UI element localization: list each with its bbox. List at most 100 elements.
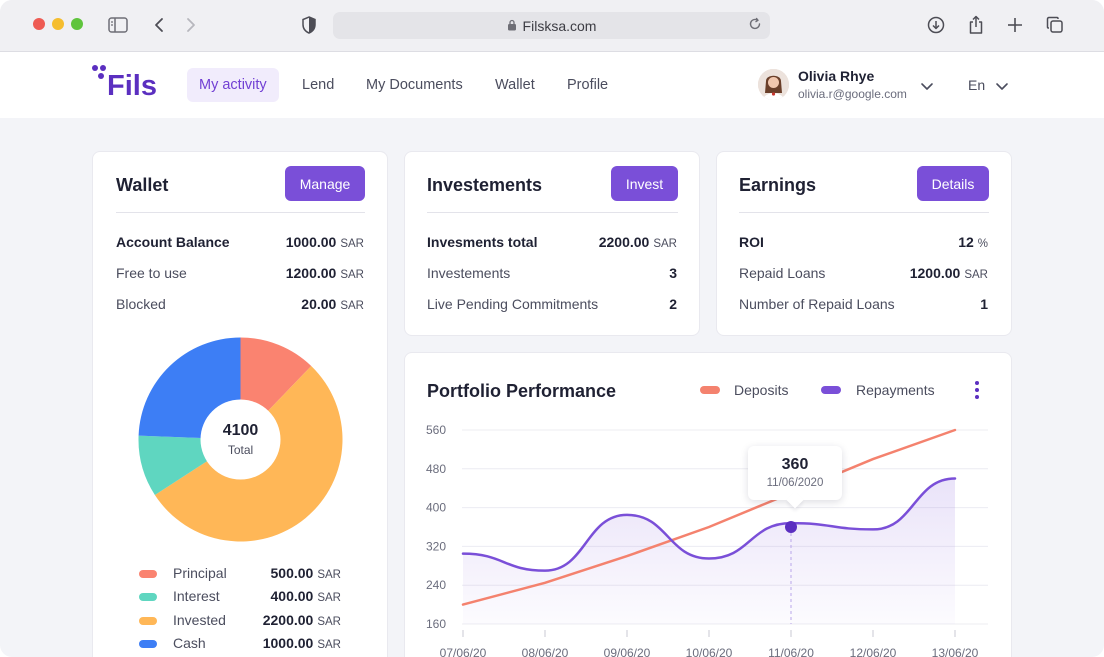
donut-total-value: 4100: [223, 422, 259, 439]
legend-swatch-cash: [139, 639, 157, 648]
x-tick-label: 12/06/20: [850, 646, 897, 657]
divider: [739, 212, 989, 213]
shield-icon[interactable]: [298, 14, 320, 36]
url-text: Filsksa.com: [522, 17, 597, 34]
investments-card: Investements Invest Invesments total 220…: [404, 151, 700, 336]
pending-commitments-value: 2: [669, 296, 677, 312]
legend-label-interest: Interest: [173, 588, 220, 605]
y-tick-label: 240: [426, 578, 446, 592]
invest-button[interactable]: Invest: [611, 166, 678, 201]
divider: [116, 212, 365, 213]
avatar[interactable]: [758, 69, 789, 100]
forward-icon[interactable]: [180, 14, 202, 36]
tabs-overview-icon[interactable]: [1044, 14, 1066, 36]
blocked-label: Blocked: [116, 296, 166, 312]
repayments-area: [463, 478, 955, 624]
legend-value-invested: 2200.00 SAR: [262, 611, 341, 628]
browser-toolbar: Filsksa.com: [0, 0, 1104, 52]
x-tick-label: 13/06/20: [932, 646, 979, 657]
donut-total-label: Total: [228, 443, 253, 457]
blocked-value: 20.00 SAR: [301, 296, 364, 312]
wallet-card: Wallet Manage Account Balance 1000.00 SAR…: [92, 151, 388, 657]
repaid-loans-count-label: Number of Repaid Loans: [739, 296, 895, 312]
repaid-loans-label: Repaid Loans: [739, 265, 826, 281]
share-icon[interactable]: [965, 14, 987, 36]
roi-value: 12%: [958, 234, 988, 250]
back-icon[interactable]: [148, 14, 170, 36]
manage-button[interactable]: Manage: [285, 166, 365, 201]
repaid-loans-count-value: 1: [980, 296, 988, 312]
tooltip-date: 11/06/2020: [766, 477, 824, 489]
deposits-line: [461, 428, 957, 606]
close-window-button[interactable]: [33, 18, 45, 30]
nav-my-documents[interactable]: My Documents: [366, 77, 463, 93]
y-tick-label: 480: [426, 462, 446, 476]
repayments-legend-label: Repayments: [856, 382, 935, 398]
download-icon[interactable]: [925, 14, 947, 36]
investments-title: Investements: [427, 175, 543, 195]
investments-total-label: Invesments total: [427, 234, 538, 250]
minimize-window-button[interactable]: [52, 18, 64, 30]
chevron-down-icon[interactable]: [995, 78, 1009, 96]
performance-title: Portfolio Performance: [427, 381, 617, 401]
investments-count-label: Investements: [427, 265, 511, 281]
sidebar-icon[interactable]: [107, 14, 129, 36]
new-tab-icon[interactable]: [1004, 14, 1026, 36]
user-name: Olivia Rhye: [798, 68, 875, 84]
earnings-card: Earnings Details ROI 12% Repaid Loans 12…: [716, 151, 1012, 336]
free-to-use-value: 1200.00 SAR: [285, 265, 364, 281]
investments-count-value: 3: [669, 265, 677, 281]
logo-text: Fils: [107, 70, 157, 100]
reload-icon[interactable]: [748, 17, 762, 34]
tooltip-value: 360: [781, 456, 809, 473]
language-selector[interactable]: En: [968, 77, 986, 93]
wallet-title: Wallet: [116, 175, 169, 195]
deposits-legend-label: Deposits: [734, 382, 789, 398]
repaid-loans-value: 1200.00 SAR: [909, 265, 988, 281]
x-tick-label: 07/06/20: [440, 646, 487, 657]
divider: [427, 212, 678, 213]
user-email: olivia.r@google.com: [798, 87, 907, 101]
chart-tooltip: 360 11/06/2020: [748, 446, 842, 500]
pending-commitments-label: Live Pending Commitments: [427, 296, 599, 312]
free-to-use-label: Free to use: [116, 265, 187, 281]
address-bar[interactable]: Filsksa.com: [333, 12, 770, 39]
zoom-window-button[interactable]: [71, 18, 83, 30]
legend-swatch-principal: [139, 570, 157, 578]
lock-icon: [507, 18, 517, 34]
details-button[interactable]: Details: [917, 166, 989, 201]
legend-swatch-interest: [139, 593, 157, 602]
wallet-donut-chart: 4100 Total: [138, 337, 343, 542]
x-tick-label: 11/06/20: [768, 646, 814, 657]
nav-lend[interactable]: Lend: [302, 77, 335, 93]
app-header: Fils My activity Lend My Documents Walle…: [0, 52, 1104, 118]
y-tick-label: 320: [426, 539, 446, 553]
legend-value-cash: 1000.00 SAR: [262, 634, 341, 651]
legend-value-interest: 400.00 SAR: [270, 588, 341, 605]
fils-logo[interactable]: Fils: [91, 64, 161, 102]
repayments-line: [461, 477, 957, 572]
x-tick-label: 09/06/20: [604, 646, 651, 657]
account-balance-value: 1000.00 SAR: [285, 234, 364, 250]
more-options-icon[interactable]: [973, 380, 981, 405]
x-tick-label: 10/06/20: [686, 646, 733, 657]
legend-value-principal: 500.00 SAR: [270, 565, 341, 581]
chevron-down-icon[interactable]: [920, 78, 934, 96]
legend-label-invested: Invested: [173, 611, 226, 628]
repayments-legend-swatch: [821, 386, 841, 394]
legend-label-principal: Principal: [173, 565, 227, 581]
roi-label: ROI: [739, 234, 764, 250]
nav-wallet[interactable]: Wallet: [495, 77, 535, 93]
y-tick-label: 160: [426, 617, 446, 631]
y-tick-label: 560: [426, 423, 446, 437]
highlight-point[interactable]: [785, 521, 797, 533]
nav-my-activity[interactable]: My activity: [187, 68, 279, 102]
nav-profile[interactable]: Profile: [567, 77, 609, 93]
legend-label-cash: Cash: [173, 634, 206, 651]
earnings-title: Earnings: [739, 175, 817, 195]
legend-swatch-invested: [139, 616, 157, 625]
deposits-legend-swatch: [700, 386, 720, 394]
investments-total-value: 2200.00 SAR: [598, 234, 677, 250]
